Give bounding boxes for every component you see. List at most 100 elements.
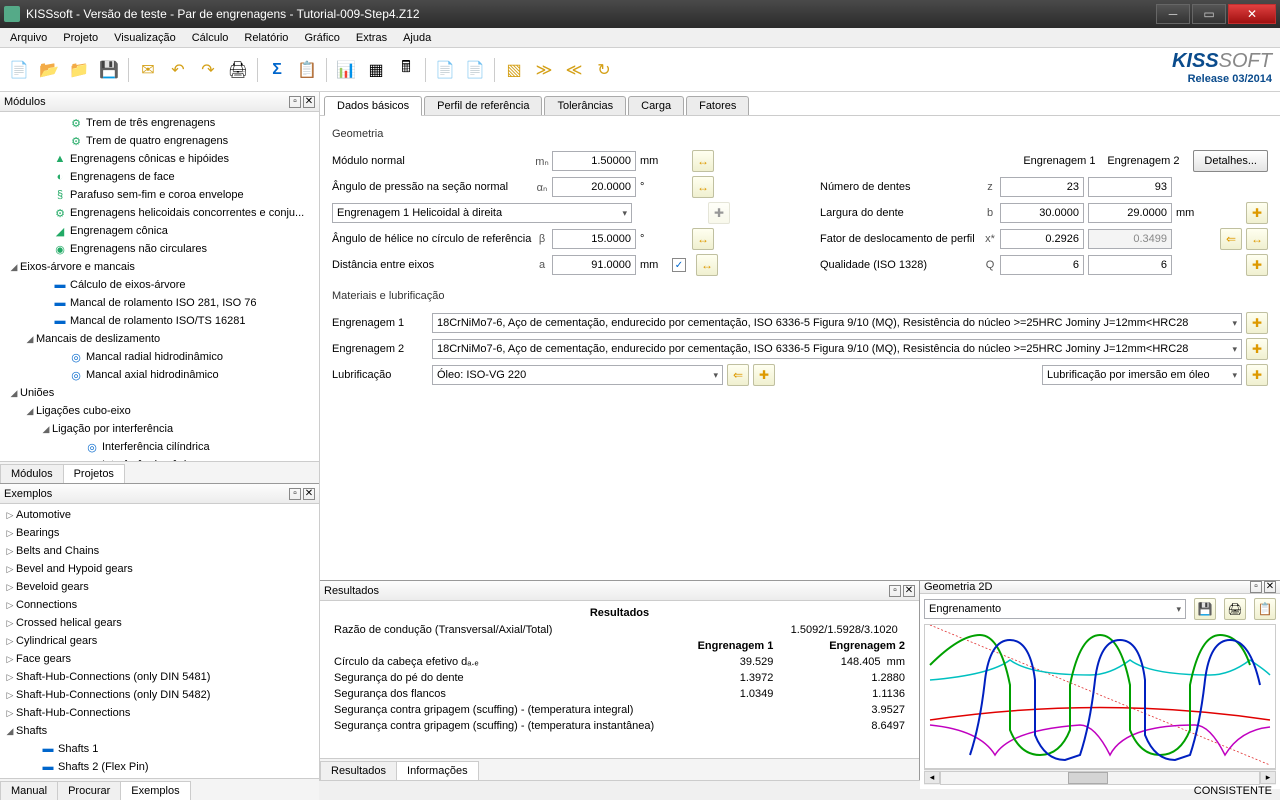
doc2-icon[interactable]: 📄 [463,58,487,82]
combo-mat-gear1[interactable]: 18CrNiMo7-6, Aço de cementação, endureci… [432,313,1242,333]
tab-exemplos[interactable]: Exemplos [120,781,190,800]
menu-calculo[interactable]: Cálculo [184,30,237,46]
tree-node[interactable]: ◢Shafts [0,722,319,740]
input-quality-g1[interactable] [1000,255,1084,275]
dock-icon[interactable]: ▫ [1250,581,1262,593]
convert-icon[interactable]: ↔ [692,150,714,172]
redo-icon[interactable]: ↷ [196,58,220,82]
dock-icon[interactable]: ▫ [289,96,301,108]
tree-node[interactable]: ◢Eixos-árvore e mancais [0,258,319,276]
tab-dados-basicos[interactable]: Dados básicos [324,96,422,116]
tab-procurar[interactable]: Procurar [57,781,121,800]
input-facewidth-g2[interactable] [1088,203,1172,223]
dock-icon[interactable]: ▫ [289,488,301,500]
doc1-icon[interactable]: 📄 [433,58,457,82]
tree-node[interactable]: ◎Mancal axial hidrodinâmico [0,366,319,384]
sigma-icon[interactable]: Σ [265,58,289,82]
examples-tree[interactable]: ▷Automotive▷Bearings▷Belts and Chains▷Be… [0,504,319,778]
input-teeth-g2[interactable] [1088,177,1172,197]
tab-tolerancias[interactable]: Tolerâncias [544,96,626,115]
tree-node[interactable]: ◎Mancal radial hidrodinâmico [0,348,319,366]
menu-projeto[interactable]: Projeto [55,30,106,46]
tree-node[interactable]: ⚙Trem de três engrenagens [0,114,319,132]
report-icon[interactable]: 📋 [295,58,319,82]
checkbox-center-dist[interactable]: ✓ [672,258,686,272]
close-panel-icon[interactable]: ✕ [1264,581,1276,593]
dock-icon[interactable]: ▫ [889,585,901,597]
forward-icon[interactable]: ≫ [532,58,556,82]
convert-icon[interactable]: ↔ [1246,228,1268,250]
tree-node[interactable]: ◉Engrenagens não circulares [0,240,319,258]
tab-resultados[interactable]: Resultados [320,761,397,780]
plus-icon[interactable]: ✚ [1246,364,1268,386]
undo-icon[interactable]: ↶ [166,58,190,82]
tree-node[interactable]: ▷Face gears [0,650,319,668]
plus-icon[interactable]: ✚ [1246,202,1268,224]
input-quality-g2[interactable] [1088,255,1172,275]
menu-grafico[interactable]: Gráfico [296,30,347,46]
back-icon[interactable]: ≪ [562,58,586,82]
plus-icon[interactable]: ✚ [753,364,775,386]
input-teeth-g1[interactable] [1000,177,1084,197]
input-modulo[interactable] [552,151,636,171]
close-panel-icon[interactable]: ✕ [303,488,315,500]
chart-icon[interactable]: 📊 [334,58,358,82]
tree-node[interactable]: ▬Shafts 1 [0,740,319,758]
convert-icon[interactable]: ↔ [696,254,718,276]
check-icon[interactable]: ▧ [502,58,526,82]
tree-node[interactable]: ◢Engrenagem cônica [0,222,319,240]
input-center-dist[interactable] [552,255,636,275]
tree-node[interactable]: ▬Shafts 2 (Flex Pin) [0,758,319,776]
tree-node[interactable]: ⚙Trem de quatro engrenagens [0,132,319,150]
print-icon[interactable]: 🖨 [226,58,250,82]
combo-geom-view[interactable]: Engrenamento [924,599,1186,619]
open-icon[interactable]: 📂 [37,58,61,82]
print-icon[interactable]: 🖨 [1224,598,1246,620]
tab-manual[interactable]: Manual [0,781,58,800]
close-panel-icon[interactable]: ✕ [303,96,315,108]
tree-node[interactable]: ▷Cylindrical gears [0,632,319,650]
menu-arquivo[interactable]: Arquivo [2,30,55,46]
details-button[interactable]: Detalhes... [1193,150,1268,172]
left-arrow-icon[interactable]: ⇐ [727,364,749,386]
tab-informacoes[interactable]: Informações [396,761,479,780]
combo-helix-direction[interactable]: Engrenagem 1 Helicoidal à direita [332,203,632,223]
tab-projetos[interactable]: Projetos [63,464,125,483]
combo-mat-gear2[interactable]: 18CrNiMo7-6, Aço de cementação, endureci… [432,339,1242,359]
input-shift-g1[interactable] [1000,229,1084,249]
tree-node[interactable]: ▷Shaft-Hub-Connections (only DIN 5482) [0,686,319,704]
plus-icon[interactable]: ✚ [1246,338,1268,360]
tree-node[interactable]: ▬Mancal de rolamento ISO 281, ISO 76 [0,294,319,312]
tab-fatores[interactable]: Fatores [686,96,749,115]
maximize-button[interactable]: ▭ [1192,4,1226,24]
convert-icon[interactable]: ↔ [692,228,714,250]
convert-icon[interactable]: ↔ [692,176,714,198]
new-icon[interactable]: 📄 [7,58,31,82]
save-icon[interactable]: 💾 [97,58,121,82]
modules-tree[interactable]: ⚙Trem de três engrenagens⚙Trem de quatro… [0,112,319,461]
tree-node[interactable]: ◢Mancais de deslizamento [0,330,319,348]
menu-relatorio[interactable]: Relatório [236,30,296,46]
plus-icon[interactable]: ✚ [1246,312,1268,334]
table-icon[interactable]: ▦ [364,58,388,82]
open-project-icon[interactable]: 📁 [67,58,91,82]
save-icon[interactable]: 💾 [1194,598,1216,620]
menu-extras[interactable]: Extras [348,30,395,46]
tree-node[interactable]: ▷Belts and Chains [0,542,319,560]
tree-node[interactable]: ▬Mancal de rolamento ISO/TS 16281 [0,312,319,330]
tab-modulos[interactable]: Módulos [0,464,64,483]
input-helix-angle[interactable] [552,229,636,249]
calc-icon[interactable]: 🖩 [394,58,418,82]
tree-node[interactable]: ▷Shaft-Hub-Connections (only DIN 5481) [0,668,319,686]
tree-node[interactable]: ▷Shaft-Hub-Connections [0,704,319,722]
tree-node[interactable]: ▷Automotive [0,506,319,524]
refresh-icon[interactable]: ↻ [592,58,616,82]
tree-node[interactable]: ▷Crossed helical gears [0,614,319,632]
left-arrow-icon[interactable]: ⇐ [1220,228,1242,250]
horizontal-scrollbar[interactable]: ◂▸ [924,769,1276,785]
tree-node[interactable]: ◢Uniões [0,384,319,402]
tab-perfil[interactable]: Perfil de referência [424,96,542,115]
close-panel-icon[interactable]: ✕ [903,585,915,597]
settings-icon[interactable]: 📋 [1254,598,1276,620]
tree-node[interactable]: ◢Ligação por interferência [0,420,319,438]
